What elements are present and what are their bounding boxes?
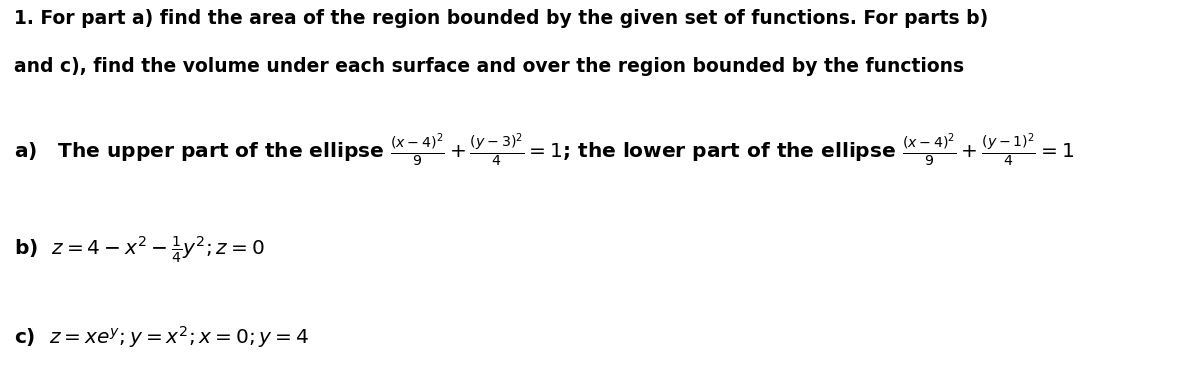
Text: 1. For part a) find the area of the region bounded by the given set of functions: 1. For part a) find the area of the regi… — [14, 9, 989, 28]
Text: b)  $z = 4 - x^2 - \frac{1}{4}y^2; z = 0$: b) $z = 4 - x^2 - \frac{1}{4}y^2; z = 0$ — [14, 235, 265, 265]
Text: c)  $z = xe^y; y = x^2; x = 0; y = 4$: c) $z = xe^y; y = x^2; x = 0; y = 4$ — [14, 324, 310, 350]
Text: and c), find the volume under each surface and over the region bounded by the fu: and c), find the volume under each surfa… — [14, 57, 965, 76]
Text: a)   The upper part of the ellipse $\frac{(x-4)^2}{9}+\frac{(y-3)^2}{4}=1$; the : a) The upper part of the ellipse $\frac{… — [14, 131, 1075, 169]
